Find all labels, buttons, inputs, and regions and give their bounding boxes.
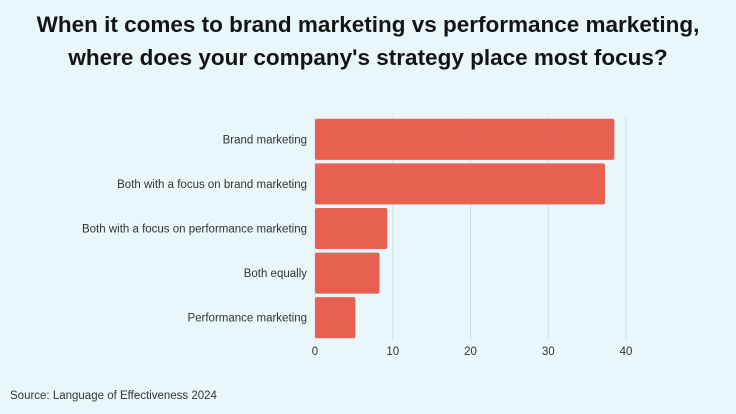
chart-title-line-1: When it comes to brand marketing vs perf…: [36, 12, 700, 37]
chart-title: When it comes to brand marketing vs perf…: [0, 8, 736, 74]
category-label-2: Both with a focus on performance marketi…: [82, 224, 307, 236]
bar-4: [315, 297, 356, 339]
category-label-0: Brand marketing: [223, 134, 307, 146]
category-label-1: Both with a focus on brand marketing: [117, 179, 307, 191]
x-tick-label-10: 10: [386, 346, 399, 358]
x-tick-label-40: 40: [620, 346, 633, 358]
x-tick-label-20: 20: [464, 346, 477, 358]
category-label-3: Both equally: [244, 268, 308, 280]
chart-title-line-2: where does your company's strategy place…: [68, 45, 668, 70]
x-axis-ticks: 0 10 20 30 40: [312, 346, 633, 358]
source-note: Source: Language of Effectiveness 2024: [10, 390, 217, 402]
bar-2: [315, 207, 388, 250]
bar-3: [315, 252, 380, 294]
category-label-4: Performance marketing: [187, 313, 307, 325]
category-labels: Brand marketing Both with a focus on bran…: [82, 134, 307, 324]
x-tick-label-0: 0: [312, 346, 318, 358]
bars: [315, 118, 615, 339]
x-tick-label-30: 30: [542, 346, 555, 358]
bar-0: [315, 118, 615, 160]
bar-1: [315, 163, 606, 205]
